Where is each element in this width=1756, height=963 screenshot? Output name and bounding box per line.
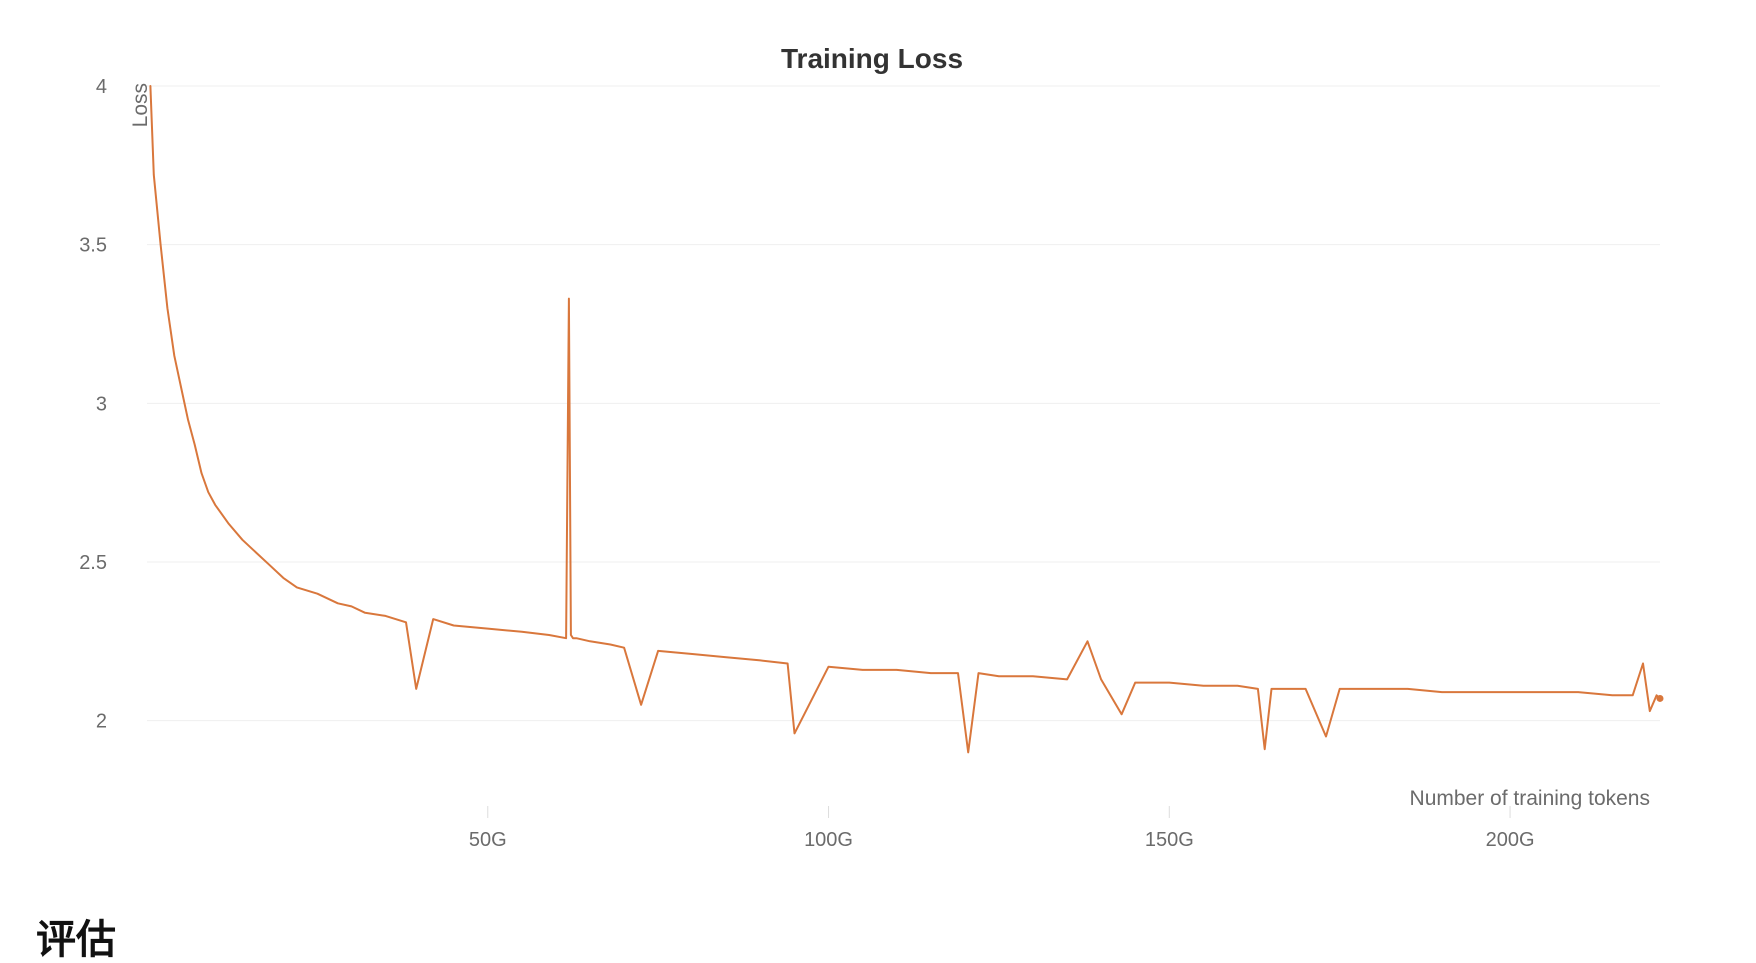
y-tick-label: 2.5: [79, 552, 107, 574]
x-axis-label: Number of training tokens: [1410, 787, 1650, 810]
y-axis-label: Loss: [129, 83, 152, 127]
x-axis-ticks: 50G 100G 150G 200G: [469, 806, 1535, 851]
x-tick-label: 200G: [1486, 829, 1535, 851]
y-tick-label: 3: [96, 393, 107, 415]
x-tick-label: 50G: [469, 829, 507, 851]
y-tick-label: 3.5: [79, 235, 107, 257]
y-axis-ticks: 2 2.5 3 3.5 4: [79, 76, 107, 733]
y-tick-label: 2: [96, 711, 107, 733]
series-layer: [149, 85, 1664, 754]
loss-series-line: [149, 85, 1661, 754]
x-tick-label: 150G: [1145, 829, 1194, 851]
series-end-point: [1656, 694, 1664, 702]
x-tick-label: 100G: [804, 829, 853, 851]
y-tick-label: 4: [96, 76, 107, 98]
grid-lines: [147, 85, 1660, 722]
chart-title: Training Loss: [781, 43, 963, 74]
section-heading: 评估: [36, 917, 116, 963]
